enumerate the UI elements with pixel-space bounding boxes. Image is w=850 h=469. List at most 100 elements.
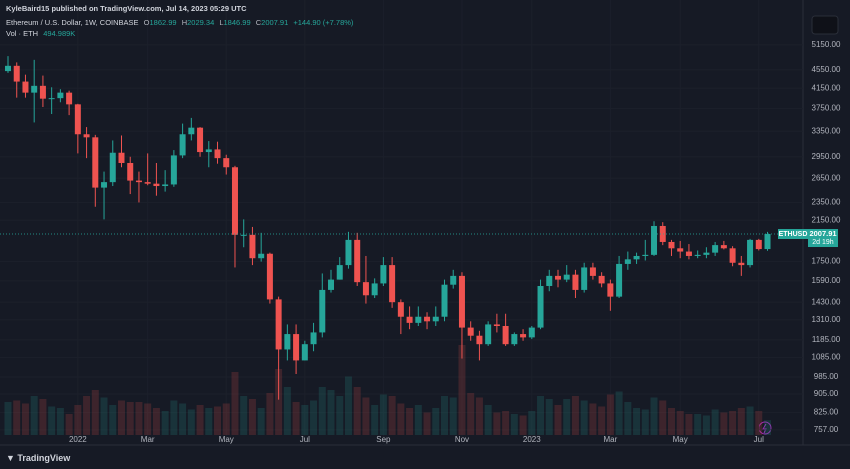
candle-body bbox=[651, 225, 658, 255]
candle-body bbox=[179, 134, 186, 156]
x-tick-label: 2023 bbox=[523, 435, 541, 444]
candle-body bbox=[624, 259, 631, 264]
volume-bar bbox=[737, 408, 745, 435]
candle-body bbox=[57, 92, 64, 99]
candle-body bbox=[554, 275, 561, 280]
volume-bar bbox=[275, 369, 283, 435]
x-tick-label: May bbox=[219, 435, 234, 444]
candle-body bbox=[476, 335, 483, 345]
ohlc-value: 2029.34 bbox=[187, 18, 215, 27]
volume-bar bbox=[441, 396, 448, 435]
candle-body bbox=[424, 316, 431, 322]
volume-bar bbox=[196, 405, 204, 435]
candle-body bbox=[170, 155, 177, 185]
brand-logo[interactable]: ▼ TradingView bbox=[6, 453, 71, 463]
y-tick-label: 1310.00 bbox=[812, 315, 841, 324]
y-tick-label: 1590.00 bbox=[812, 276, 841, 285]
volume-bar bbox=[283, 387, 291, 435]
volume-bar bbox=[580, 400, 588, 435]
candle-body bbox=[485, 324, 492, 345]
candle-body bbox=[197, 127, 204, 153]
candle-body bbox=[432, 316, 439, 322]
volume-bar bbox=[423, 412, 431, 435]
volume-bar bbox=[406, 408, 414, 435]
candle-body bbox=[319, 289, 326, 333]
candle-body bbox=[293, 334, 300, 361]
x-tick-label: Mar bbox=[603, 435, 617, 444]
candle-body bbox=[266, 253, 273, 300]
settings-button[interactable] bbox=[811, 15, 839, 35]
candle-body bbox=[109, 152, 116, 183]
volume-bar bbox=[685, 414, 693, 435]
candle-body bbox=[720, 245, 727, 249]
volume-bar bbox=[510, 414, 518, 435]
volume-bar bbox=[388, 396, 396, 435]
candle-body bbox=[31, 85, 38, 93]
y-tick-label: 1750.00 bbox=[812, 257, 841, 266]
candle-body bbox=[598, 275, 605, 284]
volume-bar bbox=[144, 403, 152, 435]
volume-bar bbox=[598, 406, 606, 435]
candle-body bbox=[572, 274, 579, 290]
volume-bar bbox=[336, 396, 344, 435]
candle-body bbox=[467, 327, 474, 336]
volume-bar bbox=[231, 372, 239, 435]
volume-bar bbox=[30, 396, 38, 435]
volume-bar bbox=[379, 394, 387, 435]
candle-body bbox=[22, 81, 29, 93]
volume-legend: Vol · ETH 494.989K bbox=[6, 29, 78, 38]
alert-icon-bolt bbox=[762, 423, 767, 434]
volume-bar bbox=[214, 406, 222, 435]
y-tick-label: 4150.00 bbox=[812, 83, 841, 92]
volume-bar bbox=[344, 376, 352, 435]
legend-row: Ethereum / U.S. Dollar, 1W, COINBASE O18… bbox=[6, 18, 356, 27]
ohlc-letter: C bbox=[255, 18, 262, 27]
candle-body bbox=[450, 275, 457, 285]
candle-body bbox=[223, 158, 230, 168]
volume-bar bbox=[83, 396, 91, 435]
y-tick-label: 3750.00 bbox=[812, 104, 841, 113]
candle-body bbox=[685, 251, 692, 256]
candle-body bbox=[755, 239, 762, 250]
y-tick-label: 1085.00 bbox=[812, 353, 841, 362]
volume-name: Vol · ETH bbox=[6, 29, 39, 38]
volume-bar bbox=[720, 412, 728, 435]
candle-body bbox=[301, 344, 308, 361]
volume-bar bbox=[545, 399, 553, 435]
candle-body bbox=[397, 302, 404, 317]
volume-bar bbox=[222, 403, 230, 435]
y-tick-label: 4550.00 bbox=[812, 65, 841, 74]
candle-body bbox=[135, 180, 142, 183]
candle-body bbox=[493, 324, 500, 327]
volume-bar bbox=[240, 396, 248, 435]
candle-body bbox=[502, 326, 509, 345]
candle-body bbox=[127, 162, 134, 181]
candle-body bbox=[694, 254, 701, 256]
candle-body bbox=[13, 65, 20, 82]
candle-body bbox=[345, 239, 352, 266]
candle-body bbox=[336, 265, 343, 280]
candle-body bbox=[214, 149, 221, 159]
y-tick-label: 2650.00 bbox=[812, 173, 841, 182]
candle-body bbox=[153, 183, 160, 187]
candle-body bbox=[284, 334, 291, 350]
candle-body bbox=[354, 239, 361, 283]
volume-bar bbox=[615, 391, 623, 435]
volume-bar bbox=[571, 396, 579, 435]
ohlc-value: 1846.99 bbox=[223, 18, 251, 27]
candle-body bbox=[537, 285, 544, 328]
volume-bar bbox=[292, 402, 300, 435]
volume-bar bbox=[624, 402, 632, 435]
volume-bar bbox=[257, 408, 265, 435]
candle-body bbox=[328, 279, 335, 290]
volume-bar bbox=[432, 408, 440, 435]
volume-bar bbox=[327, 390, 335, 435]
volume-bar bbox=[676, 411, 684, 435]
volume-bar bbox=[21, 403, 29, 435]
volume-bar bbox=[667, 408, 675, 435]
y-tick-label: 985.00 bbox=[814, 372, 839, 381]
volume-bar bbox=[746, 406, 754, 435]
candle-body bbox=[39, 85, 46, 99]
ohlc-letter: H bbox=[181, 18, 188, 27]
